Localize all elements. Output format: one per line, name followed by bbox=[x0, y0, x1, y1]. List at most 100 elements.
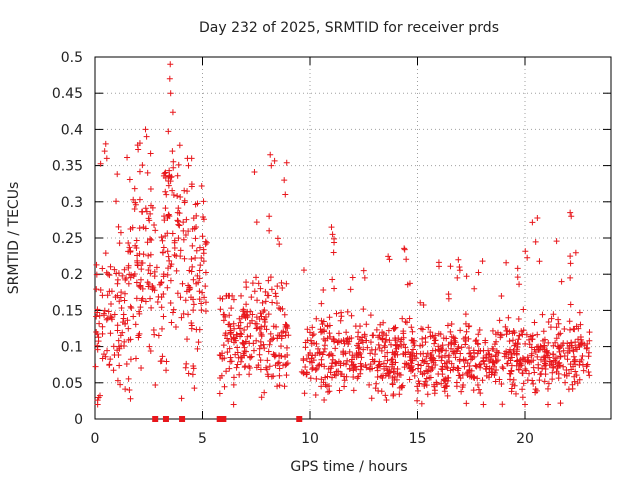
data-point bbox=[480, 357, 487, 364]
data-point bbox=[452, 354, 459, 361]
data-point bbox=[156, 281, 163, 288]
data-point bbox=[433, 379, 440, 386]
data-point bbox=[553, 238, 560, 245]
data-point bbox=[485, 350, 492, 357]
data-point bbox=[401, 364, 408, 371]
data-point bbox=[158, 234, 165, 241]
data-point bbox=[261, 323, 268, 330]
data-point bbox=[537, 343, 544, 350]
data-point bbox=[448, 320, 455, 327]
data-point bbox=[276, 305, 283, 312]
data-point bbox=[454, 274, 461, 281]
data-point bbox=[349, 274, 356, 281]
data-point bbox=[189, 371, 196, 378]
data-point bbox=[586, 337, 593, 344]
y-tick-label: 0.35 bbox=[52, 159, 83, 175]
data-point bbox=[257, 338, 264, 345]
data-point bbox=[447, 328, 454, 335]
data-point bbox=[163, 191, 170, 198]
data-point bbox=[586, 329, 593, 336]
data-point bbox=[435, 330, 442, 337]
data-point bbox=[340, 349, 347, 356]
data-point bbox=[450, 334, 457, 341]
data-point bbox=[164, 214, 171, 221]
data-point bbox=[200, 258, 207, 265]
data-point bbox=[319, 328, 326, 335]
data-point bbox=[456, 263, 463, 270]
y-tick-label: 0.2 bbox=[61, 267, 83, 283]
data-point bbox=[224, 349, 231, 356]
data-point bbox=[571, 356, 578, 363]
data-point bbox=[372, 385, 379, 392]
data-point bbox=[169, 230, 176, 237]
data-point bbox=[321, 345, 328, 352]
data-point bbox=[147, 186, 154, 193]
data-point bbox=[477, 347, 484, 354]
data-point bbox=[546, 354, 553, 361]
data-point bbox=[534, 353, 541, 360]
data-point bbox=[142, 126, 149, 133]
data-point bbox=[492, 378, 499, 385]
data-point bbox=[406, 315, 413, 322]
data-point bbox=[127, 303, 134, 310]
data-point bbox=[117, 381, 124, 388]
data-point bbox=[320, 336, 327, 343]
data-point bbox=[545, 380, 552, 387]
data-point bbox=[555, 316, 562, 323]
data-point bbox=[391, 376, 398, 383]
data-point bbox=[276, 382, 283, 389]
data-point bbox=[128, 304, 135, 311]
data-point bbox=[163, 367, 170, 374]
data-point bbox=[411, 342, 418, 349]
data-point bbox=[114, 276, 121, 283]
data-point bbox=[567, 301, 574, 308]
data-point bbox=[463, 400, 470, 407]
y-tick-label: 0.45 bbox=[52, 86, 83, 102]
data-point bbox=[151, 331, 158, 338]
data-point bbox=[401, 245, 408, 252]
data-point bbox=[494, 357, 501, 364]
data-point bbox=[189, 263, 196, 270]
data-point bbox=[465, 323, 472, 330]
y-axis-label: SRMTID / TECUs bbox=[6, 182, 22, 295]
data-point bbox=[267, 151, 274, 158]
data-point bbox=[276, 352, 283, 359]
data-point bbox=[431, 383, 438, 390]
data-point bbox=[169, 309, 176, 316]
data-point bbox=[241, 326, 248, 333]
data-point bbox=[530, 380, 537, 387]
data-point bbox=[504, 360, 511, 367]
data-point bbox=[415, 378, 422, 385]
data-point bbox=[239, 308, 246, 315]
data-point bbox=[453, 383, 460, 390]
data-point bbox=[328, 224, 335, 231]
data-point bbox=[442, 375, 449, 382]
data-point bbox=[222, 330, 229, 337]
data-point bbox=[147, 270, 154, 277]
data-point bbox=[418, 400, 425, 407]
data-point bbox=[283, 372, 290, 379]
data-point bbox=[273, 323, 280, 330]
data-point bbox=[571, 373, 578, 380]
data-point bbox=[562, 379, 569, 386]
data-point bbox=[233, 364, 240, 371]
data-point bbox=[423, 353, 430, 360]
data-point bbox=[167, 90, 174, 97]
zero-marker bbox=[162, 416, 169, 422]
data-point bbox=[102, 140, 109, 147]
data-point bbox=[418, 325, 425, 332]
data-point bbox=[436, 353, 443, 360]
data-point bbox=[138, 297, 145, 304]
data-point bbox=[471, 285, 478, 292]
data-point bbox=[536, 258, 543, 265]
data-point bbox=[539, 311, 546, 318]
data-point bbox=[442, 352, 449, 359]
data-point bbox=[402, 349, 409, 356]
data-point bbox=[557, 362, 564, 369]
data-point bbox=[121, 266, 128, 273]
data-point bbox=[147, 251, 154, 258]
data-point bbox=[439, 346, 446, 353]
data-point bbox=[447, 263, 454, 270]
data-point bbox=[309, 332, 316, 339]
data-point bbox=[149, 204, 156, 211]
